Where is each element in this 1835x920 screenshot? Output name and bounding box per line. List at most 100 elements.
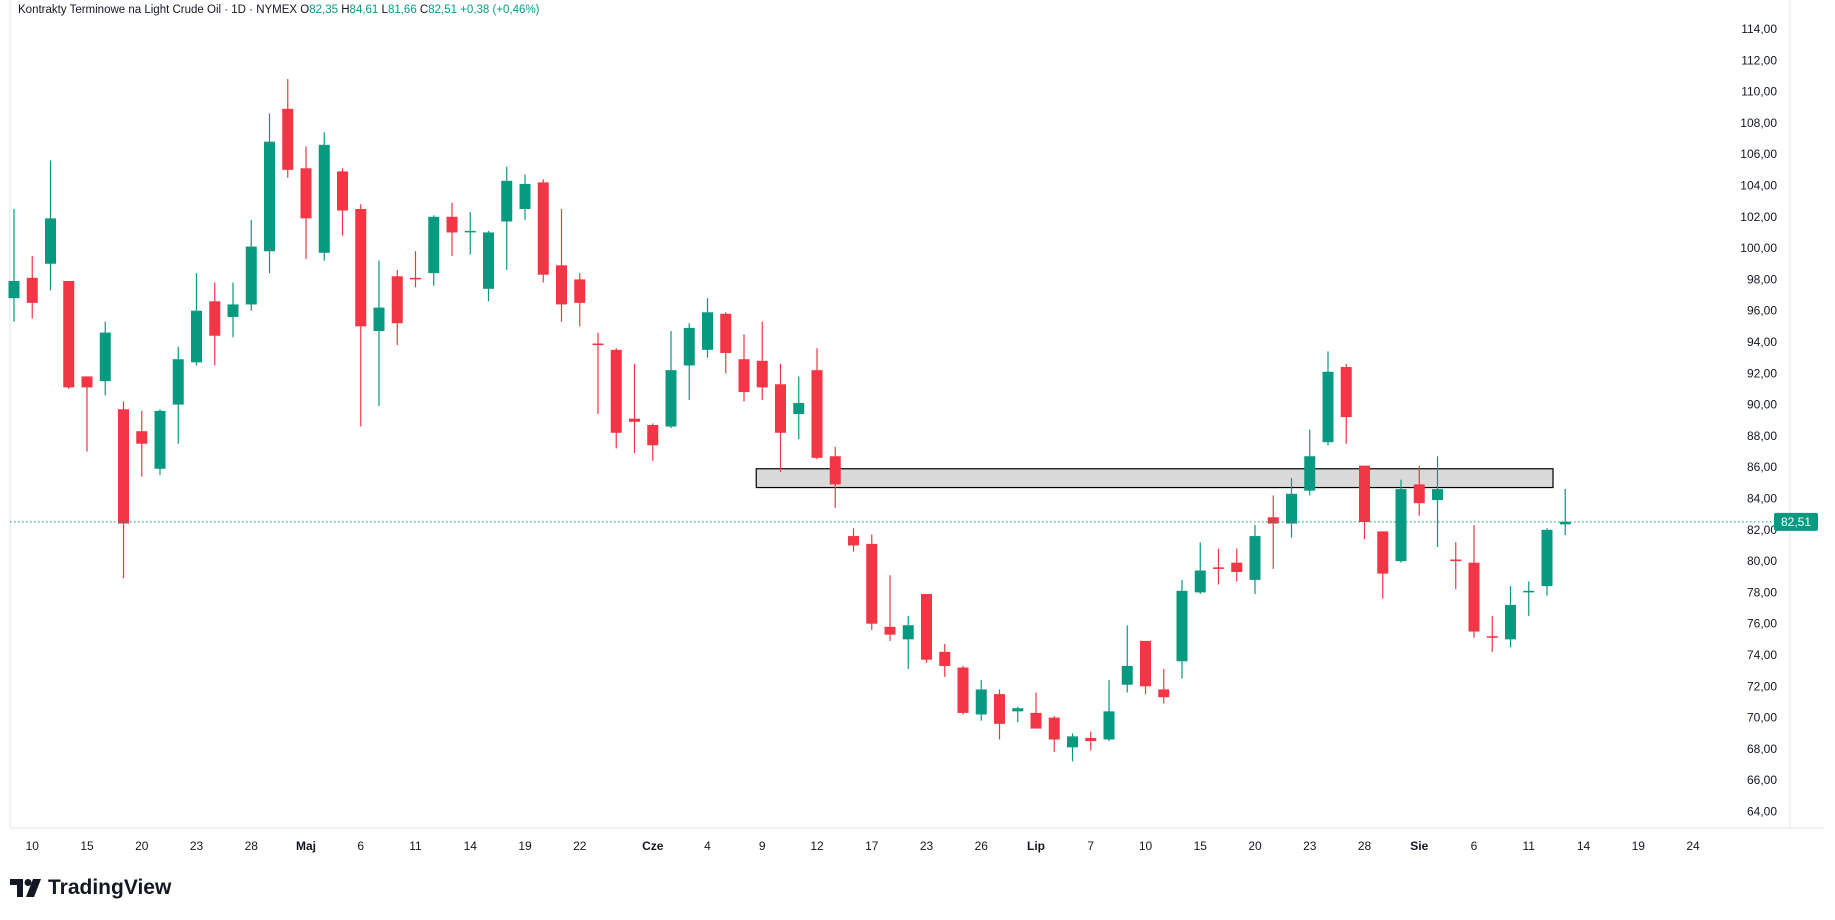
candle-body — [683, 327, 695, 366]
y-tick-label: 90,00 — [1747, 398, 1777, 412]
candle-body — [1249, 536, 1261, 580]
open-value: 82,35 — [309, 4, 339, 16]
candle — [483, 230, 494, 302]
candle — [1048, 716, 1060, 753]
y-tick-label: 104,00 — [1740, 179, 1777, 193]
candle-body — [318, 144, 330, 253]
change-value: +0,38 (+0,46%) — [460, 4, 540, 16]
candle-body — [1559, 521, 1571, 525]
x-tick-label: 14 — [464, 839, 478, 853]
x-tick-label: Maj — [296, 839, 316, 853]
x-tick-label: 14 — [1577, 839, 1591, 853]
y-tick-label: 98,00 — [1747, 272, 1777, 286]
candle — [829, 446, 841, 508]
candle — [702, 298, 713, 358]
candle — [975, 680, 987, 721]
candle-body — [848, 536, 859, 546]
candle-body — [1450, 559, 1462, 562]
candle — [318, 132, 330, 261]
candle-body — [446, 216, 458, 233]
candle-body — [702, 312, 713, 350]
candle — [1267, 495, 1279, 569]
x-tick-label: 4 — [704, 839, 711, 853]
candle-body — [1048, 717, 1060, 740]
candle-body — [172, 359, 184, 405]
y-tick-label: 82,00 — [1747, 523, 1777, 537]
candle — [574, 273, 586, 327]
y-axis: 64,00 66,00 68,00 70,00 72,00 74,00 76,00 78,00… — [1740, 22, 1777, 819]
candle-body — [483, 232, 494, 289]
candle-body — [629, 418, 640, 422]
candle — [939, 644, 951, 677]
candle — [647, 423, 659, 461]
candle — [1249, 525, 1261, 594]
candle — [1359, 465, 1370, 540]
candle-body — [756, 360, 768, 388]
candle-body — [1340, 367, 1352, 418]
x-tick-label: 24 — [1686, 839, 1700, 853]
candle — [227, 282, 239, 338]
candle-body — [428, 216, 440, 274]
resistance-zone[interactable] — [755, 468, 1554, 489]
candle-body — [136, 431, 148, 444]
x-tick-label: Lip — [1027, 839, 1045, 853]
candle — [1468, 525, 1480, 638]
candle-body — [1486, 636, 1498, 638]
candles — [8, 79, 1571, 762]
y-tick-label: 84,00 — [1747, 492, 1777, 506]
tradingview-logo[interactable]: TradingView — [10, 876, 171, 900]
x-tick-label: 17 — [865, 839, 879, 853]
x-tick-label: 22 — [573, 839, 587, 853]
candle — [1450, 542, 1462, 590]
candle-body — [81, 376, 93, 388]
x-tick-label: 20 — [1248, 839, 1262, 853]
x-axis: 10 15 20 23 28 Maj 6 11 14 19 22 Cze 4 9 12 17 23 26 Lip 7 1… — [26, 839, 1700, 853]
y-tick-label: 106,00 — [1740, 147, 1777, 161]
candle-body — [519, 183, 531, 209]
y-tick-label: 70,00 — [1747, 711, 1777, 725]
candle-body — [227, 304, 239, 317]
candle — [391, 270, 403, 346]
candle — [63, 280, 75, 389]
brand-name: TradingView — [48, 876, 172, 899]
x-tick-label: 23 — [920, 839, 934, 853]
candle-body — [1231, 562, 1243, 573]
candle-body — [1541, 529, 1553, 587]
candle-body — [373, 307, 385, 332]
y-tick-label: 108,00 — [1740, 116, 1777, 130]
x-tick-label: 6 — [357, 839, 364, 853]
candle-body — [355, 208, 367, 327]
candle-body — [1267, 517, 1279, 524]
candle — [720, 312, 732, 374]
candle-body — [921, 593, 932, 660]
candle-body — [1213, 567, 1224, 569]
y-tick-label: 68,00 — [1747, 742, 1777, 756]
y-tick-label: 102,00 — [1740, 210, 1777, 224]
candle-body — [811, 370, 823, 458]
candle — [1067, 733, 1078, 762]
candle-body — [8, 280, 20, 299]
y-tick-label: 72,00 — [1747, 679, 1777, 693]
candle — [118, 401, 129, 579]
x-tick-label: 10 — [1139, 839, 1153, 853]
candle — [26, 255, 38, 319]
candle — [154, 409, 166, 476]
candle — [519, 174, 531, 220]
symbol-legend[interactable]: Kontrakty Terminowe na Light Crude Oil ·… — [18, 4, 540, 16]
candle-body — [1158, 689, 1170, 698]
candle-body — [902, 625, 914, 640]
candle — [957, 665, 969, 715]
candle-body — [191, 310, 202, 363]
x-tick-label: Cze — [642, 839, 664, 853]
high-value: 84,61 — [349, 4, 379, 16]
candle — [848, 528, 859, 552]
candle-body — [26, 277, 38, 303]
candle — [282, 79, 294, 178]
candle-body — [884, 626, 896, 635]
candle-body — [264, 141, 275, 252]
candle — [245, 219, 257, 311]
candle — [1121, 625, 1133, 693]
candle — [665, 331, 677, 429]
candle — [1140, 640, 1151, 695]
